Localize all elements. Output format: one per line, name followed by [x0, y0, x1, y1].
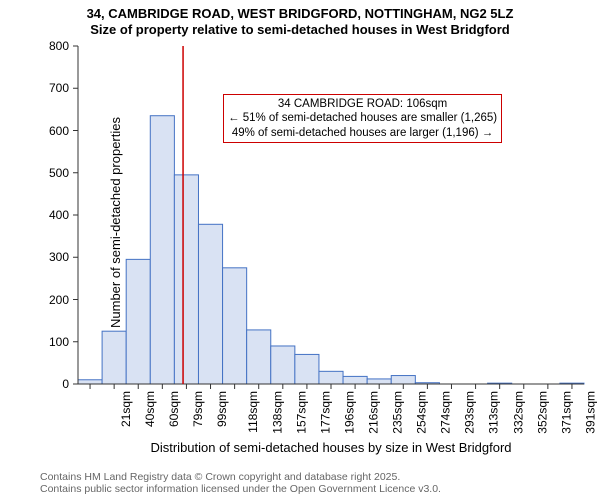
annotation-line2: ← 51% of semi-detached houses are smalle… [228, 111, 497, 125]
y-tick-label: 600 [41, 124, 69, 138]
x-tick-label: 138sqm [270, 391, 284, 434]
x-tick-label: 216sqm [367, 391, 381, 434]
annotation-line1: 34 CAMBRIDGE ROAD: 106sqm [228, 97, 497, 111]
x-tick-label: 118sqm [245, 391, 259, 433]
x-tick-label: 391sqm [584, 391, 598, 434]
x-tick-label: 21sqm [119, 391, 133, 427]
x-tick-label: 79sqm [191, 391, 205, 427]
y-tick-label: 100 [41, 335, 69, 349]
y-tick-label: 300 [41, 250, 69, 264]
reference-annotation: 34 CAMBRIDGE ROAD: 106sqm ← 51% of semi-… [223, 94, 502, 143]
x-tick-label: 99sqm [215, 391, 229, 427]
x-tick-label: 40sqm [143, 391, 157, 427]
x-tick-label: 293sqm [463, 391, 477, 434]
x-tick-label: 177sqm [319, 391, 333, 434]
x-tick-label: 332sqm [511, 391, 525, 434]
x-tick-label: 274sqm [439, 391, 453, 434]
x-tick-label: 352sqm [535, 391, 549, 434]
title-caption: Size of property relative to semi-detach… [0, 22, 600, 38]
x-tick-label: 235sqm [391, 391, 405, 434]
x-tick-label: 313sqm [487, 391, 501, 434]
x-tick-label: 157sqm [294, 391, 308, 434]
x-tick-label: 60sqm [167, 391, 181, 427]
y-tick-label: 700 [41, 81, 69, 95]
y-axis-title: Number of semi-detached properties [108, 117, 123, 328]
x-tick-label: 196sqm [343, 391, 357, 434]
x-axis-title: Distribution of semi-detached houses by … [78, 440, 584, 455]
footer-line1: Contains HM Land Registry data © Crown c… [40, 471, 441, 484]
x-tick-label: 371sqm [559, 391, 573, 434]
y-tick-label: 800 [41, 39, 69, 53]
y-tick-label: 200 [41, 293, 69, 307]
footer-licence: Contains HM Land Registry data © Crown c… [40, 471, 441, 496]
chart-titles: 34, CAMBRIDGE ROAD, WEST BRIDGFORD, NOTT… [0, 6, 600, 39]
y-tick-label: 500 [41, 166, 69, 180]
x-tick-label: 254sqm [415, 391, 429, 434]
y-tick-label: 0 [41, 377, 69, 391]
chart-area: 0100200300400500600700800 21sqm40sqm60sq… [78, 46, 584, 384]
annotation-line3: 49% of semi-detached houses are larger (… [228, 126, 497, 140]
y-tick-label: 400 [41, 208, 69, 222]
footer-line2: Contains public sector information licen… [40, 483, 441, 496]
title-address: 34, CAMBRIDGE ROAD, WEST BRIDGFORD, NOTT… [0, 6, 600, 22]
